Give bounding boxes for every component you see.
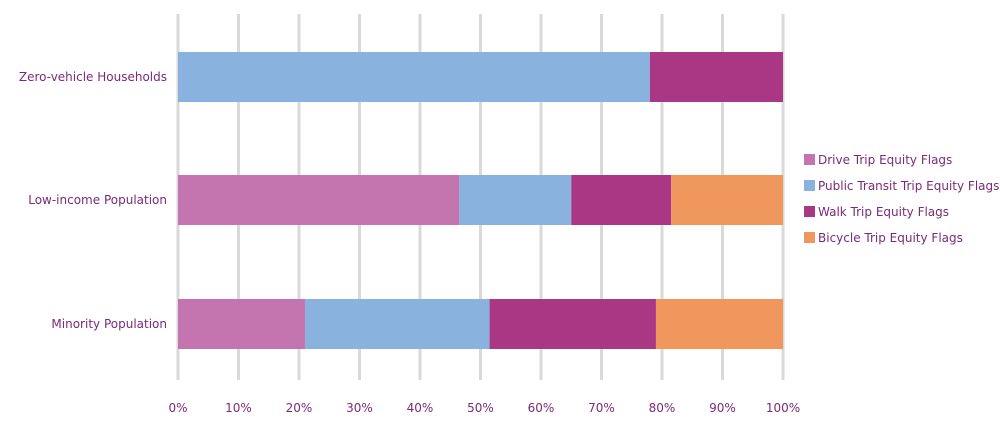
bar-segment-2-2 xyxy=(459,175,572,225)
legend-swatch xyxy=(804,154,815,165)
x-tick-label: 40% xyxy=(407,401,434,415)
legend-label: Public Transit Trip Equity Flags xyxy=(818,179,999,193)
x-tick-label: 30% xyxy=(346,401,373,415)
category-label: Low-income Population xyxy=(28,193,167,207)
bar-segment-1-2 xyxy=(178,175,460,225)
legend-swatch xyxy=(804,206,815,217)
bars xyxy=(178,52,783,349)
legend-swatch xyxy=(804,180,815,191)
legend: Drive Trip Equity Flags Public Transit Tr… xyxy=(804,153,999,245)
bar-segment-4-3 xyxy=(655,299,783,349)
x-tick-label: 10% xyxy=(225,401,252,415)
bar-segment-2-3 xyxy=(305,299,490,349)
x-tick-label: 50% xyxy=(467,401,494,415)
x-tick-label: 90% xyxy=(709,401,736,415)
bar-segment-3-1 xyxy=(649,52,783,102)
bar-segment-1-3 xyxy=(178,299,306,349)
legend-label: Drive Trip Equity Flags xyxy=(818,153,952,167)
legend-swatch xyxy=(804,232,815,243)
x-tick-label: 0% xyxy=(168,401,187,415)
category-label: Minority Population xyxy=(51,317,167,331)
bar-segment-4-2 xyxy=(671,175,783,225)
legend-label: Bicycle Trip Equity Flags xyxy=(818,231,963,245)
bar-segment-3-3 xyxy=(489,299,656,349)
category-labels: Zero-vehicle Households Low-income Popula… xyxy=(19,70,167,331)
bar-segment-3-2 xyxy=(571,175,672,225)
x-axis-tick-labels: 0% 10% 20% 30% 40% 50% 60% 70% 80% 90% 100% xyxy=(168,401,800,415)
category-label: Zero-vehicle Households xyxy=(19,70,167,84)
x-tick-label: 70% xyxy=(588,401,615,415)
legend-label: Walk Trip Equity Flags xyxy=(818,205,949,219)
x-tick-label: 20% xyxy=(286,401,313,415)
x-tick-label: 100% xyxy=(766,401,800,415)
x-tick-label: 80% xyxy=(649,401,676,415)
bar-segment-2-1 xyxy=(178,52,650,102)
x-tick-label: 60% xyxy=(528,401,555,415)
